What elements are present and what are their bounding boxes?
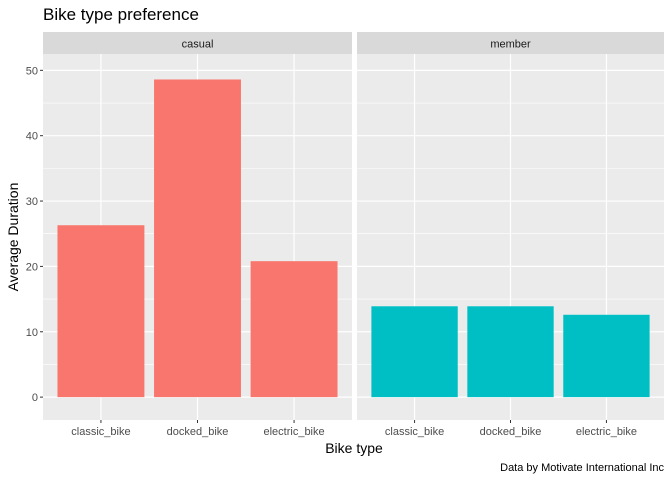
facet-label-casual: casual	[182, 39, 214, 51]
facet-label-member: member	[490, 39, 531, 51]
bar-casual-electric_bike	[250, 261, 338, 398]
y-tick-label: 30	[26, 196, 38, 208]
x-axis-label: Bike type	[325, 440, 383, 456]
bars	[57, 79, 650, 398]
y-axis-label: Average Duration	[5, 183, 21, 292]
y-axis: 0 10 20 30 40 50	[26, 65, 43, 404]
x-tick-label: docked_bike	[480, 426, 542, 438]
y-tick-label: 10	[26, 327, 38, 339]
y-tick-label: 50	[26, 65, 38, 77]
facet-strip-casual	[43, 32, 352, 54]
y-tick-label: 20	[26, 261, 38, 273]
x-tick-label: classic_bike	[71, 426, 130, 438]
x-tick-label: electric_bike	[576, 426, 637, 438]
x-tick-label: classic_bike	[385, 426, 444, 438]
x-axis: classic_bike docked_bike electric_bike clas…	[71, 420, 637, 438]
bar-member-classic_bike	[371, 306, 458, 398]
y-tick-label: 40	[26, 131, 38, 143]
chart-title: Bike type preference	[43, 5, 199, 24]
bar-casual-classic_bike	[57, 225, 145, 398]
facet-strip-member	[357, 32, 664, 54]
bar-member-docked_bike	[467, 306, 554, 398]
bar-casual-docked_bike	[154, 79, 241, 398]
x-tick-label: electric_bike	[263, 426, 324, 438]
bar-member-electric_bike	[563, 314, 650, 398]
y-tick-label: 0	[32, 392, 38, 404]
x-tick-label: docked_bike	[167, 426, 229, 438]
chart-caption: Data by Motivate International Inc	[500, 462, 664, 474]
